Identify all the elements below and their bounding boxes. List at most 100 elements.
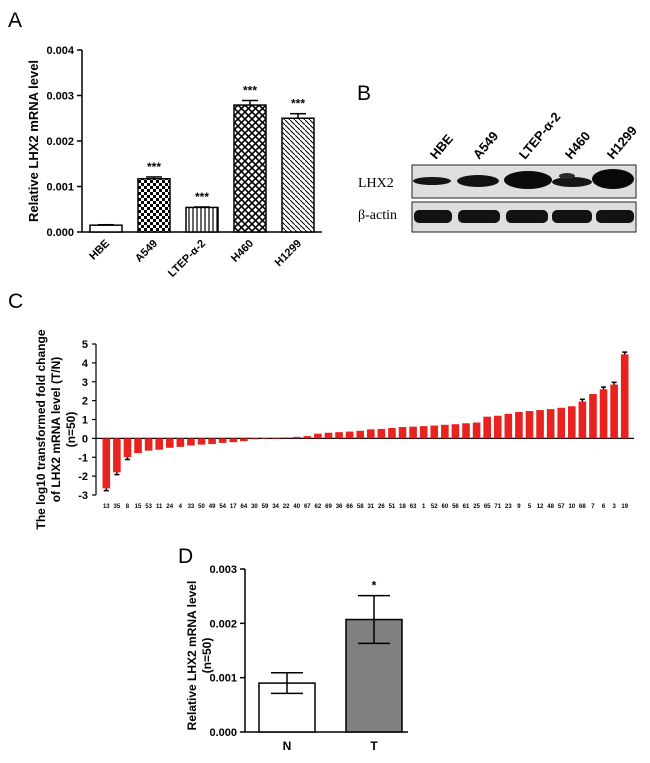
bar xyxy=(229,438,238,443)
band-lhx2-h460-smear xyxy=(559,173,575,179)
bar xyxy=(409,426,417,439)
x-tick-label: 22 xyxy=(283,504,290,510)
y-tick-label: 5 xyxy=(82,339,88,351)
x-tick-label: 8 xyxy=(126,504,130,510)
x-tick-label: 9 xyxy=(517,504,521,510)
x-tick-label: 62 xyxy=(315,504,322,510)
x-tick-label: 11 xyxy=(156,504,163,510)
bar xyxy=(271,437,280,439)
x-tick-label: 66 xyxy=(346,504,353,510)
x-tick-label: 51 xyxy=(389,504,396,510)
bar xyxy=(281,117,315,233)
bar xyxy=(144,438,153,451)
bar xyxy=(345,431,354,439)
x-tick-label: 63 xyxy=(410,504,417,510)
x-tick-label: 18 xyxy=(399,504,406,510)
bar xyxy=(546,409,555,439)
x-tick-label: 35 xyxy=(114,504,121,510)
bar xyxy=(89,224,123,233)
band-lhx2-h1299 xyxy=(592,169,634,189)
bar xyxy=(419,426,428,439)
bar xyxy=(483,416,491,439)
blot-row-lhx2: LHX2 xyxy=(358,176,394,191)
band-actin-ltep xyxy=(506,210,548,223)
bar xyxy=(599,389,608,439)
bar xyxy=(303,436,312,439)
bar xyxy=(208,438,216,445)
chart-d: 0.000 0.001 0.002 0.003 Relative LHX2 mRNA l… xyxy=(185,564,408,753)
x-tick-label: T xyxy=(370,739,378,753)
bar xyxy=(620,354,629,439)
x-tick-label: 52 xyxy=(431,504,438,510)
x-tick-label: 25 xyxy=(473,504,480,510)
bar xyxy=(113,438,121,473)
x-tick-label: 17 xyxy=(230,504,237,510)
y-tick-label: 0.001 xyxy=(46,182,74,194)
y-tick-label: 2 xyxy=(82,396,88,408)
y-tick-label: 0 xyxy=(82,433,88,445)
bar xyxy=(176,438,185,447)
x-tick-label: 4 xyxy=(179,504,183,510)
blot-column-h460: H460 xyxy=(562,128,593,161)
y-axis-title-line: Relative LHX2 mRNA level xyxy=(185,581,199,731)
band-actin-a549 xyxy=(458,210,500,223)
bar xyxy=(462,423,470,439)
y-tick-label: 3 xyxy=(82,377,88,389)
x-tick-label: H1299 xyxy=(273,238,304,269)
x-tick-label: 10 xyxy=(568,504,575,510)
bar xyxy=(134,438,142,454)
blot-bands-actin xyxy=(414,210,634,223)
bar xyxy=(261,438,269,439)
x-tick-label: 64 xyxy=(240,504,247,510)
x-tick-label: 57 xyxy=(558,504,565,510)
panel-label-a: A xyxy=(8,9,22,32)
x-tick-label: 36 xyxy=(336,504,343,510)
bar xyxy=(536,410,544,439)
band-lhx2-hbe xyxy=(413,177,451,185)
x-tick-label: 3 xyxy=(612,504,616,510)
x-tick-label: 40 xyxy=(293,504,300,510)
bar xyxy=(493,415,502,439)
y-tick-label: 0.000 xyxy=(46,227,74,239)
bar xyxy=(324,432,333,439)
panel-label-c: C xyxy=(8,290,23,313)
bar xyxy=(356,430,365,439)
chart-a: 0.000 0.001 0.002 0.003 0.004 Relative LHX2 m… xyxy=(26,45,322,280)
x-tick-label: 24 xyxy=(166,504,173,510)
y-axis-title: Relative LHX2 mRNA level xyxy=(26,60,41,222)
x-tick-label: 69 xyxy=(325,504,332,510)
x-tick-label: 58 xyxy=(357,504,364,510)
x-tick-label: 13 xyxy=(103,504,110,510)
x-tick-label: 67 xyxy=(304,504,311,510)
bar xyxy=(504,413,513,439)
bar xyxy=(398,427,407,439)
blot-bands-lhx2 xyxy=(413,169,634,189)
x-tick-label: 12 xyxy=(537,504,544,510)
x-tick-label: 7 xyxy=(591,504,595,510)
bar xyxy=(240,438,248,442)
bar xyxy=(137,178,171,233)
x-tick-label: 33 xyxy=(188,504,195,510)
bar xyxy=(441,424,449,439)
x-tick-label: 53 xyxy=(145,504,152,510)
bar xyxy=(451,424,460,439)
y-axis-title-line: (n=50) xyxy=(200,638,214,674)
x-tick-label: 50 xyxy=(198,504,205,510)
bar xyxy=(589,394,597,439)
significance-label: *** xyxy=(291,97,305,111)
x-tick-label: 54 xyxy=(219,504,226,510)
significance-label: *** xyxy=(195,190,209,204)
band-actin-h1299 xyxy=(596,210,634,223)
blot-column-ltep: LTEP-α-2 xyxy=(516,109,564,162)
band-lhx2-ltep xyxy=(504,171,552,189)
blot-column-a549: A549 xyxy=(470,128,501,161)
y-tick-label: 0.003 xyxy=(46,91,74,103)
bar xyxy=(185,206,219,233)
x-tick-label: HBE xyxy=(87,238,112,263)
x-tick-label: 68 xyxy=(579,504,586,510)
x-tick-label: 60 xyxy=(442,504,449,510)
x-tick-label: 61 xyxy=(463,504,470,510)
band-actin-hbe xyxy=(414,210,452,223)
bar xyxy=(578,401,587,439)
x-tick-label: 30 xyxy=(251,504,258,510)
